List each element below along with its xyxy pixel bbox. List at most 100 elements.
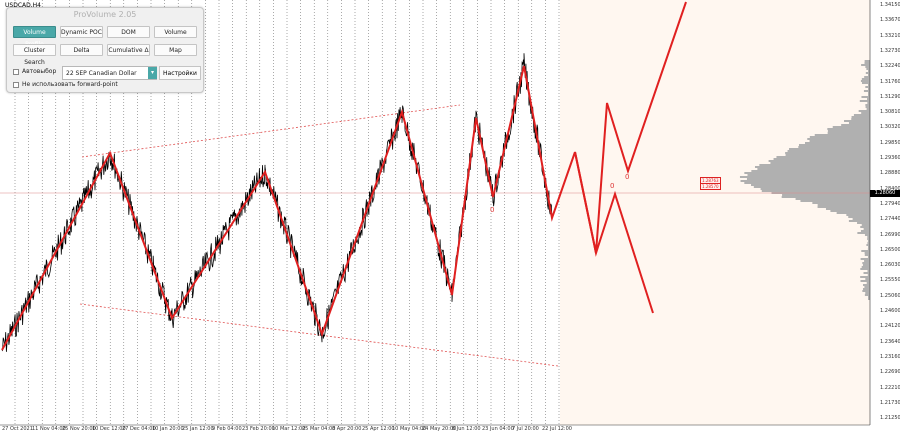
delta-button[interactable]: Delta (60, 44, 103, 56)
price-tick-label: 1.21250 (880, 415, 900, 422)
price-tick-label: 1.31290 (880, 93, 900, 100)
price-tick-label: 1.32240 (880, 63, 900, 70)
profile-bar (867, 98, 870, 100)
profile-bar (773, 158, 870, 160)
profile-bar (865, 106, 870, 108)
forecast-path-down (574, 151, 654, 314)
profile-bar (860, 258, 870, 260)
checkbox-box[interactable] (13, 81, 19, 88)
profile-bar (866, 244, 870, 246)
symbol-label: USDCAD,H4 (5, 2, 41, 9)
time-tick-label: 25 Apr 12:00 (362, 426, 395, 432)
map-button[interactable]: Map (154, 44, 197, 56)
time-tick-label: 22 Jul 12:00 (542, 426, 572, 432)
profile-bar (860, 276, 870, 278)
profile-bar (757, 168, 870, 170)
profile-bar (785, 152, 870, 154)
profile-bar (785, 154, 870, 156)
future-area (560, 0, 870, 425)
price-tick-label: 1.26990 (880, 231, 900, 238)
cluster-search-button[interactable]: Cluster Search (13, 44, 56, 66)
price-tick-label: 1.27940 (880, 200, 900, 207)
profile-bar (747, 174, 870, 176)
price-tick-label: 1.21730 (880, 399, 900, 406)
profile-bar (867, 248, 870, 250)
profile-bar (851, 118, 870, 120)
chevron-down-icon[interactable]: ▾ (148, 67, 157, 79)
checkbox-box[interactable] (13, 68, 19, 75)
price-tick-label: 1.26030 (880, 262, 900, 269)
dynamic-poc-button[interactable]: Dynamic POC (60, 26, 103, 38)
profile-bar (859, 100, 870, 102)
dom-button[interactable]: DOM (107, 26, 150, 38)
time-tick-label: 9 Feb 04:00 (212, 426, 242, 432)
profile-bar (864, 60, 870, 62)
profile-bar (868, 84, 870, 86)
profile-bar (864, 254, 870, 256)
forward-point-label: Не использовать forward-point (22, 81, 118, 88)
price-tick-label: 1.29360 (880, 155, 900, 161)
profile-bar (754, 166, 870, 168)
wave-mark: 0 (625, 173, 630, 181)
profile-bar (751, 184, 870, 186)
profile-bar (841, 124, 870, 126)
price-tick-label: 1.30320 (880, 124, 900, 131)
time-tick-label: 11 Nov 04:00 (32, 426, 66, 432)
cumulative-delta-button[interactable]: Cumulative Δ (107, 44, 150, 56)
profile-bar (867, 236, 870, 238)
profile-bar (751, 170, 870, 172)
profile-bar (865, 292, 870, 294)
profile-bar (759, 164, 870, 166)
profile-bar (814, 134, 870, 136)
price-tick-label: 1.23160 (880, 353, 900, 360)
profile-bar (863, 288, 870, 290)
profile-bar (800, 200, 870, 202)
profile-bar (868, 74, 870, 76)
profile-bar (812, 202, 870, 204)
profile-bar (848, 216, 870, 218)
profile-bar (864, 286, 870, 288)
profile-bar (866, 282, 870, 284)
time-tick-label: 24 May 20:00 (422, 426, 457, 432)
profile-bar (860, 268, 870, 270)
volume-button[interactable]: Volume (154, 26, 197, 38)
auto-select-checkbox[interactable]: Автовыбор (13, 68, 56, 75)
profile-bar (825, 208, 870, 210)
profile-bar (865, 278, 870, 280)
price-tick-label: 1.33670 (880, 17, 900, 24)
profile-bar (857, 222, 870, 224)
profile-bar (861, 224, 870, 226)
provolume-panel: ProVolume 2.05 Volume Profile Dynamic PO… (6, 7, 204, 93)
profile-bar (868, 88, 870, 90)
lower-channel-line (79, 303, 559, 367)
time-tick-label: 8 Jun 12:00 (452, 426, 481, 432)
profile-bar (866, 108, 870, 110)
profile-bar (861, 266, 870, 268)
settings-button[interactable]: Настройки (159, 66, 201, 80)
profile-bar (781, 196, 870, 198)
level-tag-lower: 1.28570 (700, 183, 721, 190)
profile-bar (860, 230, 870, 232)
price-tick-label: 1.24120 (880, 323, 900, 330)
vertical-grid (14, 0, 560, 425)
price-tick-label: 1.26500 (880, 246, 900, 253)
profile-bar (744, 182, 870, 184)
forward-point-checkbox[interactable]: Не использовать forward-point (13, 81, 118, 88)
volume-profile (739, 60, 870, 300)
instrument-select[interactable]: 22 SEP Canadian Dollar (62, 66, 157, 80)
profile-bar (827, 128, 870, 130)
profile-bar (867, 238, 870, 240)
profile-bar (861, 64, 870, 66)
profile-bar (861, 250, 870, 252)
volume-profile-button[interactable]: Volume Profile (13, 26, 56, 48)
profile-bar (868, 94, 870, 96)
profile-bar (851, 116, 870, 118)
wave-mark: 0 (490, 206, 495, 214)
wave-mark: 0 (610, 182, 615, 190)
price-tick-label: 1.22690 (880, 369, 900, 376)
profile-bar (861, 96, 870, 98)
profile-bar (866, 68, 870, 70)
profile-bar (867, 274, 870, 276)
profile-bar (867, 240, 870, 242)
